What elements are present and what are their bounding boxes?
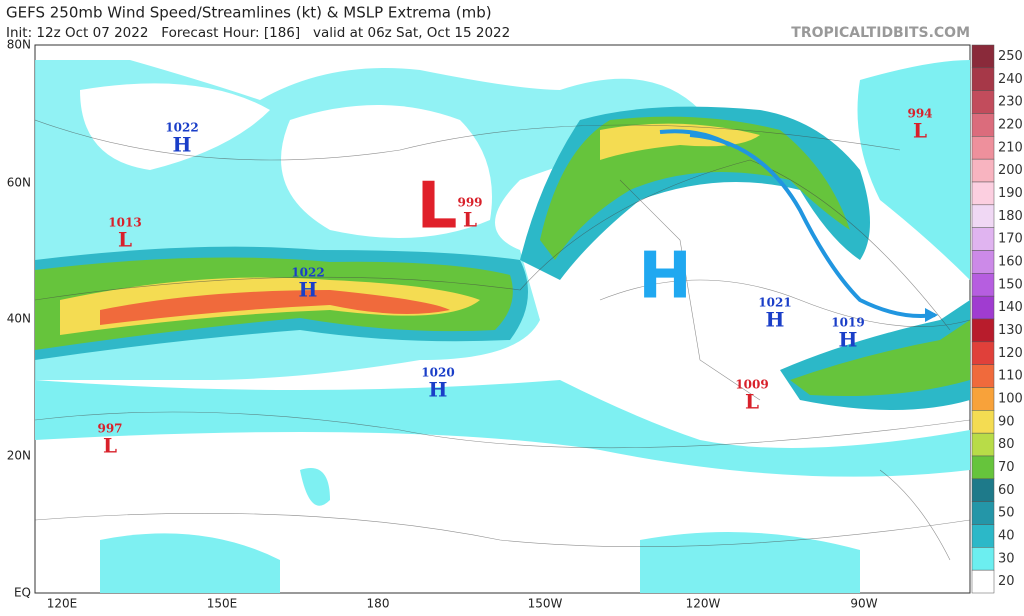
colorbar-label: 220 [998, 117, 1023, 132]
colorbar-label: 70 [998, 460, 1015, 475]
pressure-letter: H [429, 378, 448, 402]
pressure-letter: L [913, 119, 927, 143]
colorbar-label: 200 [998, 163, 1023, 178]
colorbar-swatch [971, 547, 995, 571]
colorbar-label: 230 [998, 95, 1023, 110]
map-area [34, 44, 971, 594]
pressure-letter: L [118, 228, 132, 252]
colorbar-swatch [971, 341, 995, 365]
colorbar-swatch [971, 67, 995, 91]
colorbar-swatch [971, 158, 995, 183]
pressure-letter: H [299, 278, 318, 302]
colorbar-swatch [971, 204, 995, 228]
pressure-letter: H [839, 328, 858, 352]
colorbar-label: 110 [998, 369, 1023, 384]
colorbar-swatch [971, 90, 995, 114]
colorbar-label: 60 [998, 483, 1015, 498]
lon-label: 150E [207, 597, 238, 611]
colorbar-swatch [971, 364, 995, 388]
lat-label: 80N [7, 38, 31, 52]
lon-label: 180 [367, 597, 390, 611]
pressure-letter: L [103, 434, 117, 458]
lat-label: 20N [7, 449, 31, 463]
pressure-value: 1022 [291, 266, 324, 280]
lat-label: 40N [7, 312, 31, 326]
pressure-letter: H [766, 308, 785, 332]
colorbar-swatch [971, 569, 995, 594]
pressure-value: 1022 [165, 121, 198, 135]
colorbar-label: 240 [998, 72, 1023, 87]
pressure-value: 1019 [831, 316, 864, 330]
colorbar-label: 140 [998, 300, 1023, 315]
colorbar-swatch [971, 295, 995, 320]
colorbar-swatch [971, 250, 995, 274]
system-annotation: H [638, 240, 692, 314]
pressure-letter: H [173, 133, 192, 157]
colorbar-swatch [971, 227, 995, 251]
pressure-value: 1020 [421, 366, 454, 380]
lon-label: 150W [528, 597, 563, 611]
subtitle: Init: 12z Oct 07 2022 Forecast Hour: [18… [6, 25, 510, 41]
colorbar-label: 160 [998, 254, 1023, 269]
colorbar-swatch [971, 181, 995, 206]
colorbar-label: 40 [998, 528, 1015, 543]
pressure-value: 1009 [735, 378, 768, 392]
colorbar-swatch [971, 136, 995, 160]
lon-label: 90W [850, 597, 877, 611]
colorbar-label: 100 [998, 391, 1023, 406]
colorbar-label: 180 [998, 209, 1023, 224]
colorbar-swatch [971, 273, 995, 297]
title: GEFS 250mb Wind Speed/Streamlines (kt) &… [6, 4, 492, 22]
pressure-value: 1021 [758, 296, 791, 310]
lat-label: EQ [14, 586, 31, 600]
colorbar-label: 90 [998, 414, 1015, 429]
colorbar-label: 170 [998, 232, 1023, 247]
system-annotation: L [417, 170, 458, 244]
colorbar-swatch [971, 387, 995, 411]
lat-label: 60N [7, 176, 31, 190]
colorbar-label: 30 [998, 551, 1015, 566]
colorbar-swatch [971, 455, 995, 480]
pressure-letter: L [463, 208, 477, 232]
pressure-value: 994 [907, 107, 932, 121]
pressure-value: 999 [457, 196, 482, 210]
colorbar-swatch [971, 318, 995, 343]
colorbar-label: 190 [998, 186, 1023, 201]
colorbar-swatch [971, 501, 995, 525]
pressure-letter: L [745, 390, 759, 414]
colorbar-swatch [971, 44, 995, 69]
colorbar-label: 80 [998, 437, 1015, 452]
colorbar-label: 120 [998, 346, 1023, 361]
flow-arrow [659, 129, 936, 318]
colorbar-label: 50 [998, 506, 1015, 521]
colorbar-swatch [971, 410, 995, 434]
lon-label: 120W [686, 597, 721, 611]
colorbar-swatch [971, 432, 995, 457]
colorbar-label: 210 [998, 140, 1023, 155]
colorbar-label: 150 [998, 277, 1023, 292]
watermark: TROPICALTIDBITS.COM [791, 25, 970, 41]
colorbar-swatch [971, 524, 995, 548]
lon-label: 120E [47, 597, 78, 611]
colorbar-label: 20 [998, 574, 1015, 589]
pressure-value: 1013 [108, 216, 141, 230]
pressure-value: 997 [97, 422, 122, 436]
colorbar-label: 130 [998, 323, 1023, 338]
colorbar-swatch [971, 478, 995, 502]
colorbar-swatch [971, 113, 995, 137]
colorbar-label: 250 [998, 49, 1023, 64]
